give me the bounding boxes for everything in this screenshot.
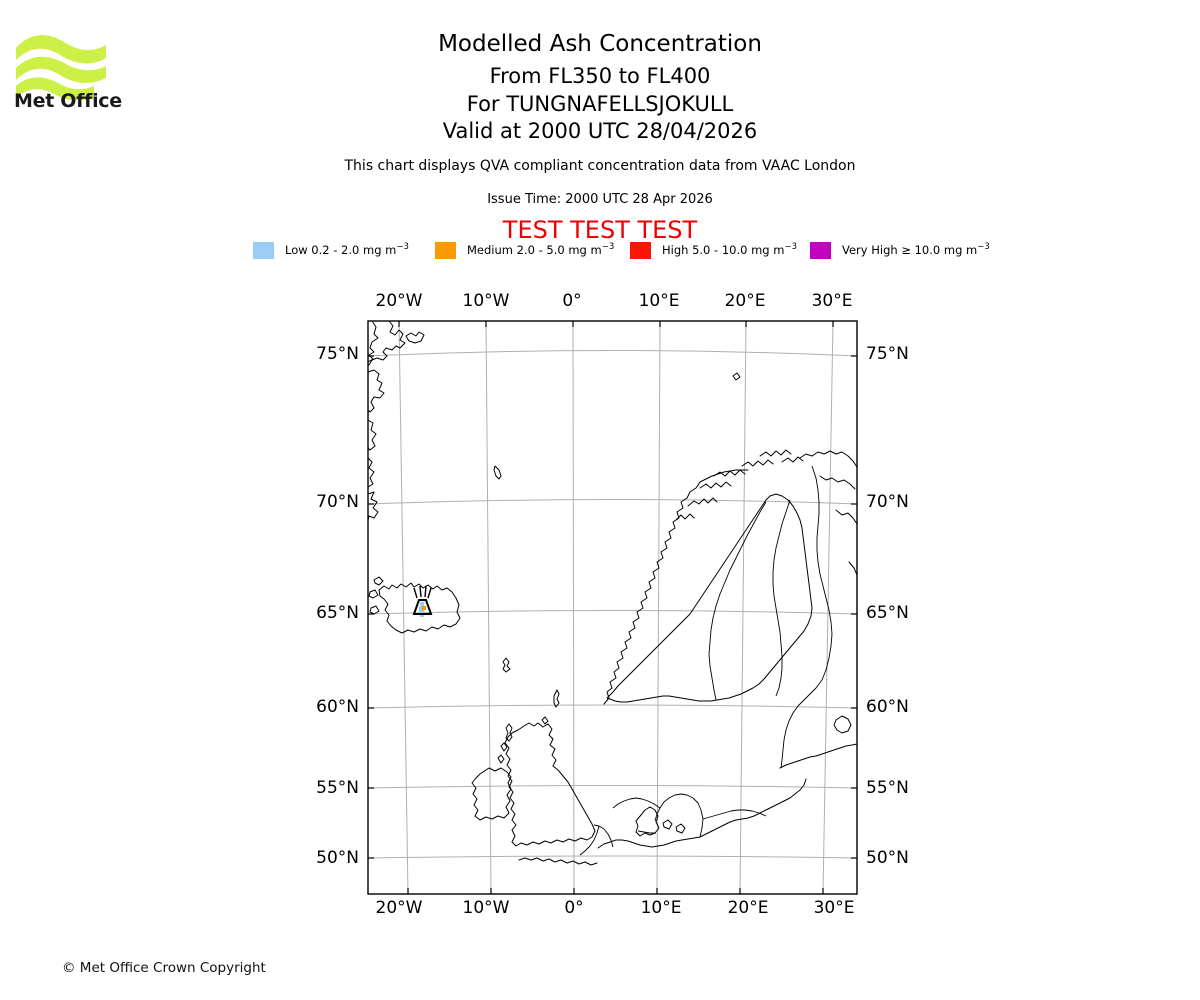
lon-label-bottom-3: 10°E <box>641 898 682 918</box>
coastline-norway-fjords <box>603 469 749 705</box>
coastline-lofoten <box>675 449 804 521</box>
legend-item-medium: Medium 2.0 - 5.0 mg m−3 <box>435 240 614 260</box>
coastline-estonia-finland-gulf <box>779 743 857 769</box>
coastline-netherlands-germany <box>597 836 701 849</box>
legend-item-low: Low 0.2 - 2.0 mg m−3 <box>253 240 409 260</box>
coastline-lakes <box>833 715 852 734</box>
volcano-subtitle: For TUNGNAFELLSJOKULL <box>466 92 734 116</box>
legend-label-low: Low 0.2 - 2.0 mg m−3 <box>285 241 409 257</box>
lat-label-left-3: 60°N <box>316 697 359 717</box>
lat-labels-left: 75°N 70°N 65°N 60°N 55°N 50°N <box>316 344 359 868</box>
coastline-svalbard <box>732 372 741 381</box>
lat-label-right-5: 50°N <box>866 848 909 868</box>
coastline-hebrides <box>497 723 513 764</box>
concentration-legend: Low 0.2 - 2.0 mg m−3 Medium 2.0 - 5.0 mg… <box>250 240 990 262</box>
qva-note: This chart displays QVA compliant concen… <box>344 158 856 174</box>
lat-label-right-3: 60°N <box>866 697 909 717</box>
coastline-kola-russia <box>799 450 857 576</box>
lon-labels-top: 20°W 10°W 0° 10°E 20°E 30°E <box>376 291 853 311</box>
lon-label-bottom-4: 20°E <box>728 898 769 918</box>
coastline-jan-mayen <box>493 465 502 480</box>
coastline-orkney <box>541 716 549 725</box>
issue-time: Issue Time: 2000 UTC 28 Apr 2026 <box>487 192 713 207</box>
legend-label-high: High 5.0 - 10.0 mg m−3 <box>662 241 797 257</box>
lon-label-top-1: 10°W <box>463 291 510 311</box>
graticule-parallels <box>368 350 857 859</box>
legend-swatch-high <box>630 241 651 259</box>
lon-label-top-5: 30°E <box>812 291 853 311</box>
lon-label-bottom-5: 30°E <box>814 898 855 918</box>
country-borders <box>579 465 833 856</box>
ash-concentration-map: 20°W 10°W 0° 10°E 20°E 30°E 20°W 10°W 0°… <box>0 280 1200 920</box>
lon-label-top-4: 20°E <box>725 291 766 311</box>
coastline-france-north <box>518 857 598 866</box>
volcano-marker-icon <box>412 585 433 615</box>
test-banner: TEST TEST TEST <box>502 216 698 244</box>
lon-label-top-0: 20°W <box>376 291 423 311</box>
lon-label-bottom-1: 10°W <box>463 898 510 918</box>
legend-swatch-medium <box>435 241 456 259</box>
coastline-denmark <box>635 806 686 837</box>
legend-label-medium: Medium 2.0 - 5.0 mg m−3 <box>467 241 615 257</box>
lat-label-left-0: 75°N <box>316 344 359 364</box>
coastline-great-britain <box>504 722 596 847</box>
valid-time-subtitle: Valid at 2000 UTC 28/04/2026 <box>442 119 758 143</box>
flight-level-subtitle: From FL350 to FL400 <box>489 64 711 88</box>
lon-label-top-3: 10°E <box>639 291 680 311</box>
lat-label-left-2: 65°N <box>316 603 359 623</box>
logo-waves <box>16 35 106 100</box>
lat-label-right-1: 70°N <box>866 492 909 512</box>
met-office-logo <box>14 28 124 118</box>
lat-label-left-1: 70°N <box>316 492 359 512</box>
coastline-shetland <box>553 689 560 708</box>
coastline-iceland <box>368 576 461 634</box>
coastline-scandinavia <box>606 493 813 703</box>
copyright-footer: © Met Office Crown Copyright <box>62 960 266 976</box>
legend-swatch-low <box>253 241 274 259</box>
lon-label-top-2: 0° <box>562 291 581 311</box>
page-title: Modelled Ash Concentration <box>438 31 762 57</box>
legend-item-high: High 5.0 - 10.0 mg m−3 <box>630 240 797 260</box>
lat-label-left-4: 55°N <box>316 778 359 798</box>
lat-label-left-5: 50°N <box>316 848 359 868</box>
coastline-greenland <box>368 321 425 521</box>
legend-swatch-very-high <box>810 241 831 259</box>
lon-label-bottom-2: 0° <box>564 898 583 918</box>
lat-label-right-0: 75°N <box>866 344 909 364</box>
lon-label-bottom-0: 20°W <box>376 898 423 918</box>
axis-ticks <box>368 321 857 894</box>
coastline-baltic-coast <box>699 778 807 838</box>
met-office-wordmark: Met Office <box>14 90 122 112</box>
lat-label-right-2: 65°N <box>866 603 909 623</box>
coastline-ireland <box>471 767 512 821</box>
lon-labels-bottom: 20°W 10°W 0° 10°E 20°E 30°E <box>376 898 855 918</box>
lat-labels-right: 75°N 70°N 65°N 60°N 55°N 50°N <box>866 344 909 868</box>
legend-item-very-high: Very High ≥ 10.0 mg m−3 <box>810 240 990 260</box>
legend-label-very-high: Very High ≥ 10.0 mg m−3 <box>842 241 990 257</box>
lat-label-right-4: 55°N <box>866 778 909 798</box>
graticule-meridians <box>398 321 834 894</box>
map-frame <box>367 320 858 895</box>
coastline-faroes <box>502 657 511 673</box>
